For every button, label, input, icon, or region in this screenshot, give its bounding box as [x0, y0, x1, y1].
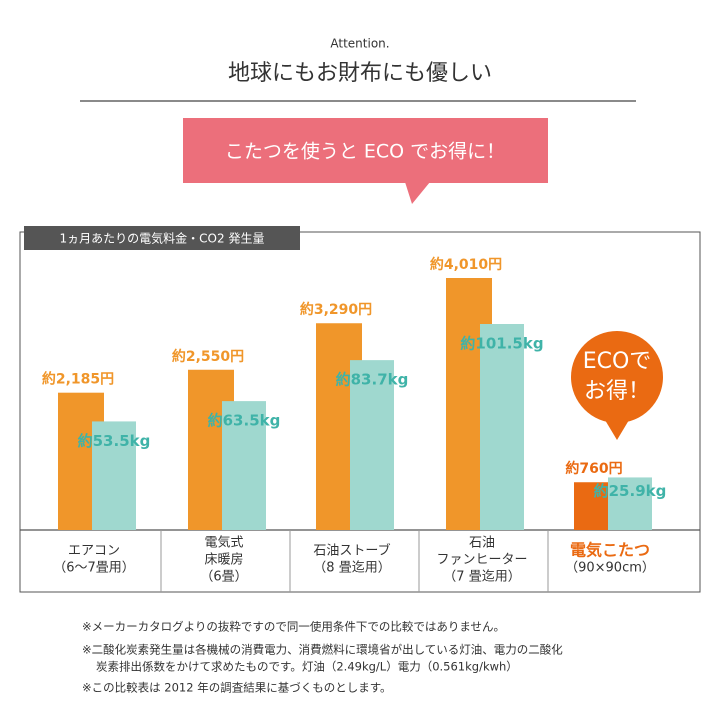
badge-text: お得！ [584, 379, 650, 404]
badge-text: ECOで [583, 349, 652, 374]
chart-frame [19, 231, 701, 593]
kicker: Attention. [330, 37, 389, 51]
value-label: 約101.5kg [460, 335, 543, 353]
banner-text: こたつを使うと ECO でお得に！ [225, 141, 505, 163]
value-label: 約3,290円 [300, 301, 372, 318]
value-label: 約53.5kg [78, 432, 151, 450]
value-label: 約2,185円 [42, 371, 114, 388]
x-tick-label: （90×90cm） [565, 561, 655, 576]
x-tick-label: ファンヒーター [436, 553, 527, 568]
value-label: 約83.7kg [336, 371, 409, 389]
chart-title-box [24, 226, 300, 250]
notes: ※メーカーカタログよりの抜粋ですので同一使用条件下での比較ではありません。 ※二酸… [82, 620, 563, 695]
value-label: 約63.5kg [208, 412, 281, 430]
value-label: 約760円 [565, 460, 622, 477]
badge [571, 331, 663, 423]
x-tick-label: エアコン [68, 544, 120, 559]
note: ※メーカーカタログよりの抜粋ですので同一使用条件下での比較ではありません。 [82, 620, 505, 634]
x-tick-label: （7 畳迄用） [443, 570, 520, 585]
value-label: 約4,010円 [430, 256, 502, 273]
banner [183, 118, 548, 183]
x-tick-label: （6畳） [200, 570, 247, 585]
bar [350, 360, 394, 530]
x-tick-label: 石油 [469, 536, 495, 551]
x-tick-label: （8 畳迄用） [313, 561, 390, 576]
x-tick-label: 電気式 [204, 535, 243, 551]
value-label: 約25.9kg [594, 482, 667, 500]
x-tick-label: 床暖房 [204, 552, 243, 568]
note: 炭素排出係数をかけて求めたものです。灯油（2.49kg/L）電力（0.561kg… [96, 660, 518, 674]
badge-tail [605, 420, 629, 440]
banner-tail [405, 182, 430, 204]
page-title: 地球にもお財布にも優しい [228, 61, 492, 86]
x-tick-label: （6〜7畳用） [53, 561, 135, 576]
x-tick-label: 電気こたつ [570, 541, 650, 560]
bar [92, 421, 136, 530]
bar [222, 401, 266, 530]
value-label: 約2,550円 [172, 348, 244, 365]
note: ※この比較表は 2012 年の調査結果に基づくものとします。 [82, 681, 392, 695]
note: ※二酸化炭素発生量は各機械の消費電力、消費燃料に環境省が出している灯油、電力の二… [82, 643, 563, 657]
bar [480, 324, 524, 530]
bar [608, 477, 652, 530]
x-tick-label: 石油ストーブ [313, 543, 390, 559]
chart-title: 1ヵ月あたりの電気料金・CO2 発生量 [60, 231, 265, 246]
